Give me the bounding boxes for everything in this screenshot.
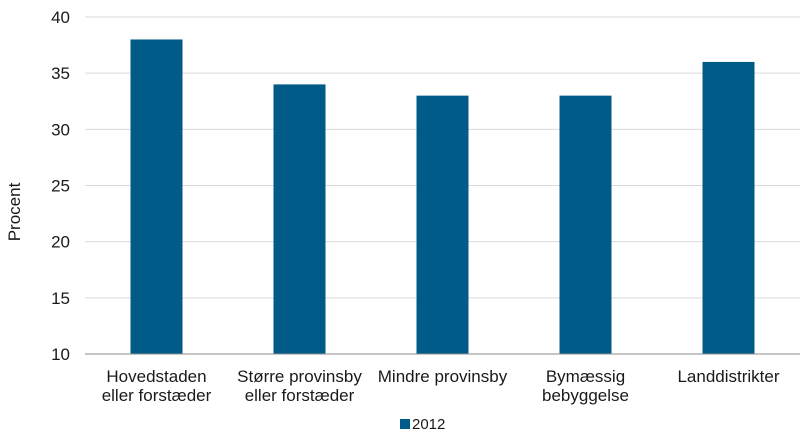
x-tick-label: Bymæssig bebyggelse	[542, 367, 629, 405]
y-tick-labels: 10 15 20 25 30 35 40	[51, 8, 70, 364]
y-tick-label: 15	[51, 289, 70, 308]
x-tick-label: Landdistrikter	[677, 367, 779, 386]
bar	[273, 84, 326, 355]
y-axis-label: Procent	[5, 182, 24, 241]
y-tick-label: 20	[51, 233, 70, 252]
legend: 2012	[400, 416, 445, 433]
bar	[702, 61, 755, 354]
legend-label: 2012	[412, 416, 445, 432]
y-tick-label: 10	[51, 345, 70, 364]
bar	[416, 95, 469, 354]
y-tick-label: 25	[51, 177, 70, 196]
bar	[130, 39, 183, 354]
y-tick-label: 35	[51, 64, 70, 83]
x-tick-label: Mindre provinsby	[378, 367, 508, 386]
x-tick-label: Større provinsby eller forstæder	[237, 367, 362, 405]
y-tick-label: 40	[51, 8, 70, 27]
bars	[130, 39, 755, 355]
legend-swatch	[400, 419, 410, 429]
bar	[559, 95, 612, 354]
y-tick-label: 30	[51, 120, 70, 139]
x-tick-label: Hovedstaden eller forstæder	[102, 367, 212, 405]
x-tick-labels: Hovedstaden eller forstæder Større provins…	[102, 367, 780, 405]
